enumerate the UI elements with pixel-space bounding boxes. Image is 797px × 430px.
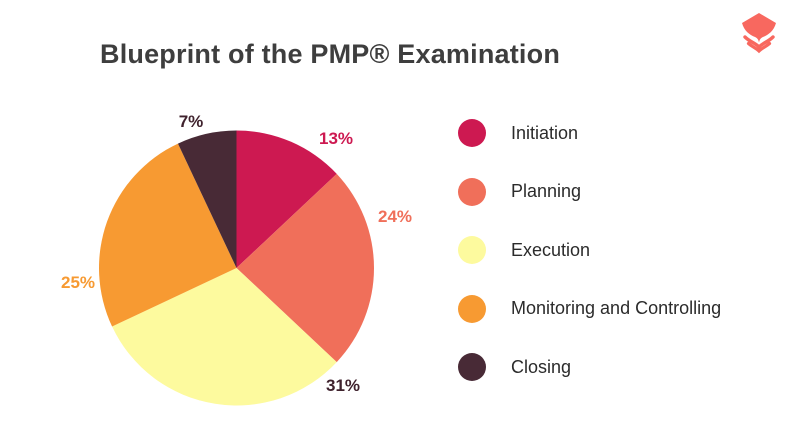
pie-percent-label: 13% [318,129,354,148]
pie-svg [99,130,375,406]
brand-logo-icon [738,12,780,54]
pie-slice-planning [236,173,375,363]
legend-item: Initiation [458,119,721,147]
pie-slice-closing [177,130,237,268]
page-title: Blueprint of the PMP® Examination [100,39,561,69]
legend-swatch-icon [458,294,486,323]
legend-swatch-icon [458,119,486,147]
pie-percent-label: 31% [325,376,361,395]
pie-slice-monitoring-and-controlling [99,143,237,327]
legend: Initiation Planning Execution Monitoring an… [458,119,721,412]
legend-item: Planning [458,177,721,206]
legend-label: Closing [511,356,572,377]
legend-swatch-icon [458,177,486,206]
legend-item: Execution [458,236,721,264]
legend-label: Initiation [511,122,579,143]
legend-label: Monitoring and Controlling [511,298,722,318]
pie-percent-label: 25% [60,273,96,292]
pie-percent-label: 24% [377,207,413,226]
pie-slice-execution [112,268,337,406]
legend-item: Monitoring and Controlling [458,294,722,323]
legend-label: Planning [511,181,582,201]
pie-slice-initiation [236,130,337,268]
legend-swatch-icon [458,353,486,381]
legend-label: Execution [511,239,591,260]
legend-swatch-icon [458,236,486,264]
legend-item: Closing [458,353,721,381]
pie-percent-label: 7% [178,112,204,131]
